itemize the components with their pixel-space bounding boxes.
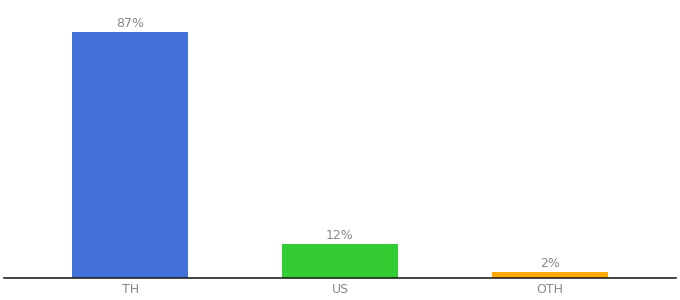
Text: 12%: 12% — [326, 229, 354, 242]
Bar — [492, 272, 608, 278]
Bar — [282, 244, 398, 278]
Text: 87%: 87% — [116, 17, 144, 30]
Bar — [72, 32, 188, 278]
Text: 2%: 2% — [540, 257, 560, 270]
